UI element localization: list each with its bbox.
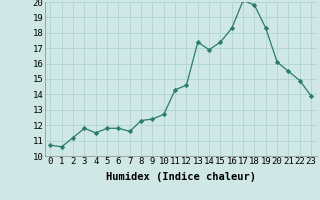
X-axis label: Humidex (Indice chaleur): Humidex (Indice chaleur) (106, 172, 256, 182)
